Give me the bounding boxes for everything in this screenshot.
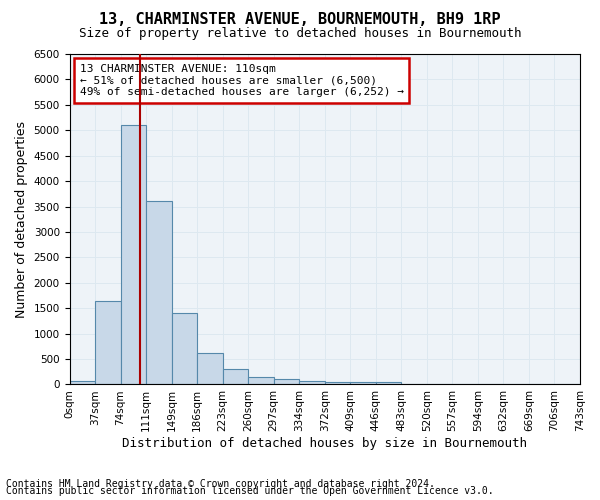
Bar — [248, 378, 274, 384]
Bar — [70, 380, 95, 384]
X-axis label: Distribution of detached houses by size in Bournemouth: Distribution of detached houses by size … — [122, 437, 527, 450]
Text: 13 CHARMINSTER AVENUE: 110sqm
← 51% of detached houses are smaller (6,500)
49% o: 13 CHARMINSTER AVENUE: 110sqm ← 51% of d… — [80, 64, 404, 97]
Text: Contains HM Land Registry data © Crown copyright and database right 2024.: Contains HM Land Registry data © Crown c… — [6, 479, 435, 489]
Text: Contains public sector information licensed under the Open Government Licence v3: Contains public sector information licen… — [6, 486, 494, 496]
Y-axis label: Number of detached properties: Number of detached properties — [15, 120, 28, 318]
Bar — [197, 352, 223, 384]
Bar — [121, 125, 146, 384]
Bar — [172, 314, 197, 384]
Text: Size of property relative to detached houses in Bournemouth: Size of property relative to detached ho… — [79, 28, 521, 40]
Bar — [95, 300, 121, 384]
Bar — [299, 382, 325, 384]
Bar — [274, 380, 299, 384]
Text: 13, CHARMINSTER AVENUE, BOURNEMOUTH, BH9 1RP: 13, CHARMINSTER AVENUE, BOURNEMOUTH, BH9… — [99, 12, 501, 28]
Bar — [223, 369, 248, 384]
Bar — [376, 382, 401, 384]
Bar — [350, 382, 376, 384]
Bar — [325, 382, 350, 384]
Bar — [146, 202, 172, 384]
